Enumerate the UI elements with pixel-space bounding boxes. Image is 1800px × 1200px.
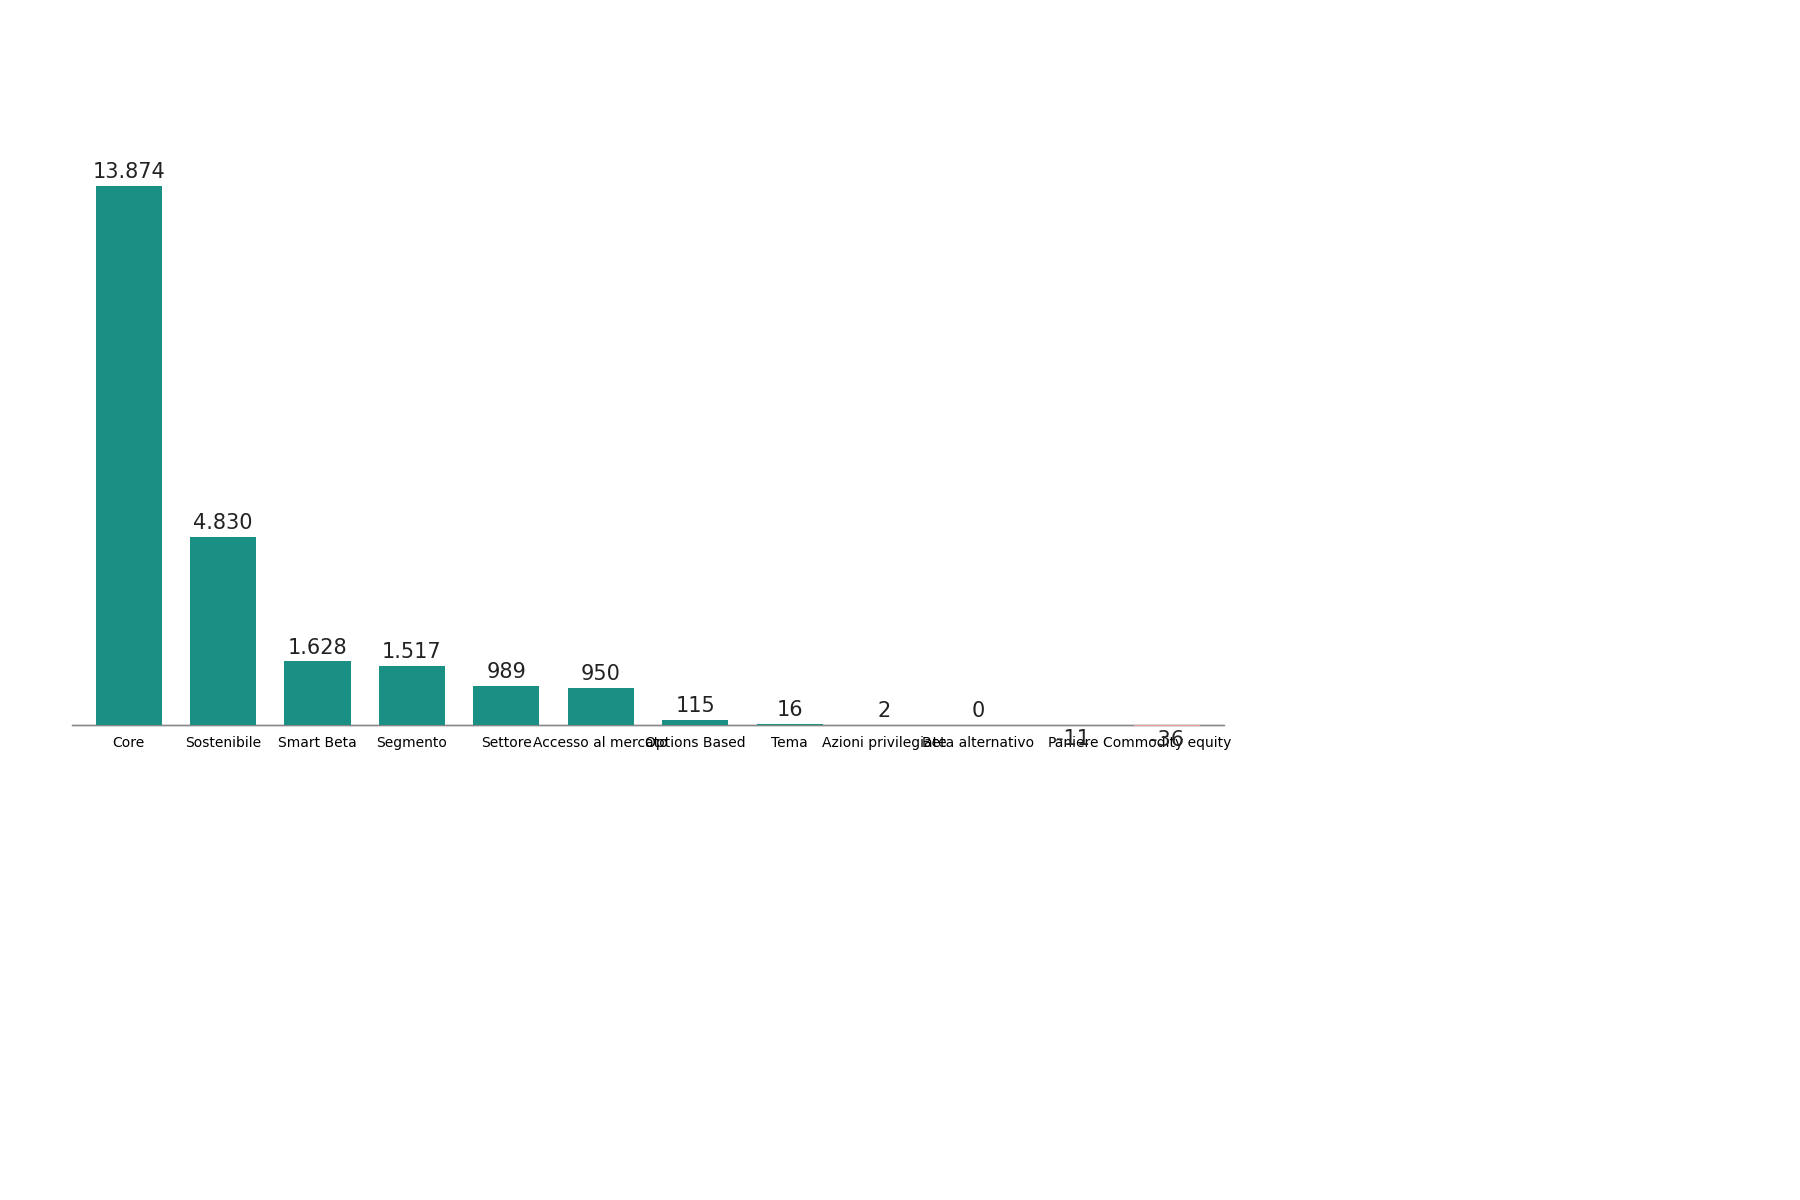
Text: 1.628: 1.628 [288,637,347,658]
Text: -36: -36 [1150,730,1184,750]
Text: 13.874: 13.874 [92,162,166,182]
Text: 1.517: 1.517 [382,642,441,662]
Bar [473,686,540,725]
Text: 0: 0 [972,701,985,721]
Text: 950: 950 [581,664,621,684]
Bar [662,720,729,725]
Bar [284,661,351,725]
Text: 4.830: 4.830 [193,514,252,533]
Text: 989: 989 [486,662,526,683]
Text: -11: -11 [1057,728,1091,749]
Text: 115: 115 [675,696,715,716]
Bar [191,538,256,725]
Bar [567,688,634,725]
Bar [1134,725,1201,726]
Text: 16: 16 [776,700,803,720]
Bar [378,666,445,725]
Text: 2: 2 [877,701,891,721]
Bar [95,186,162,725]
